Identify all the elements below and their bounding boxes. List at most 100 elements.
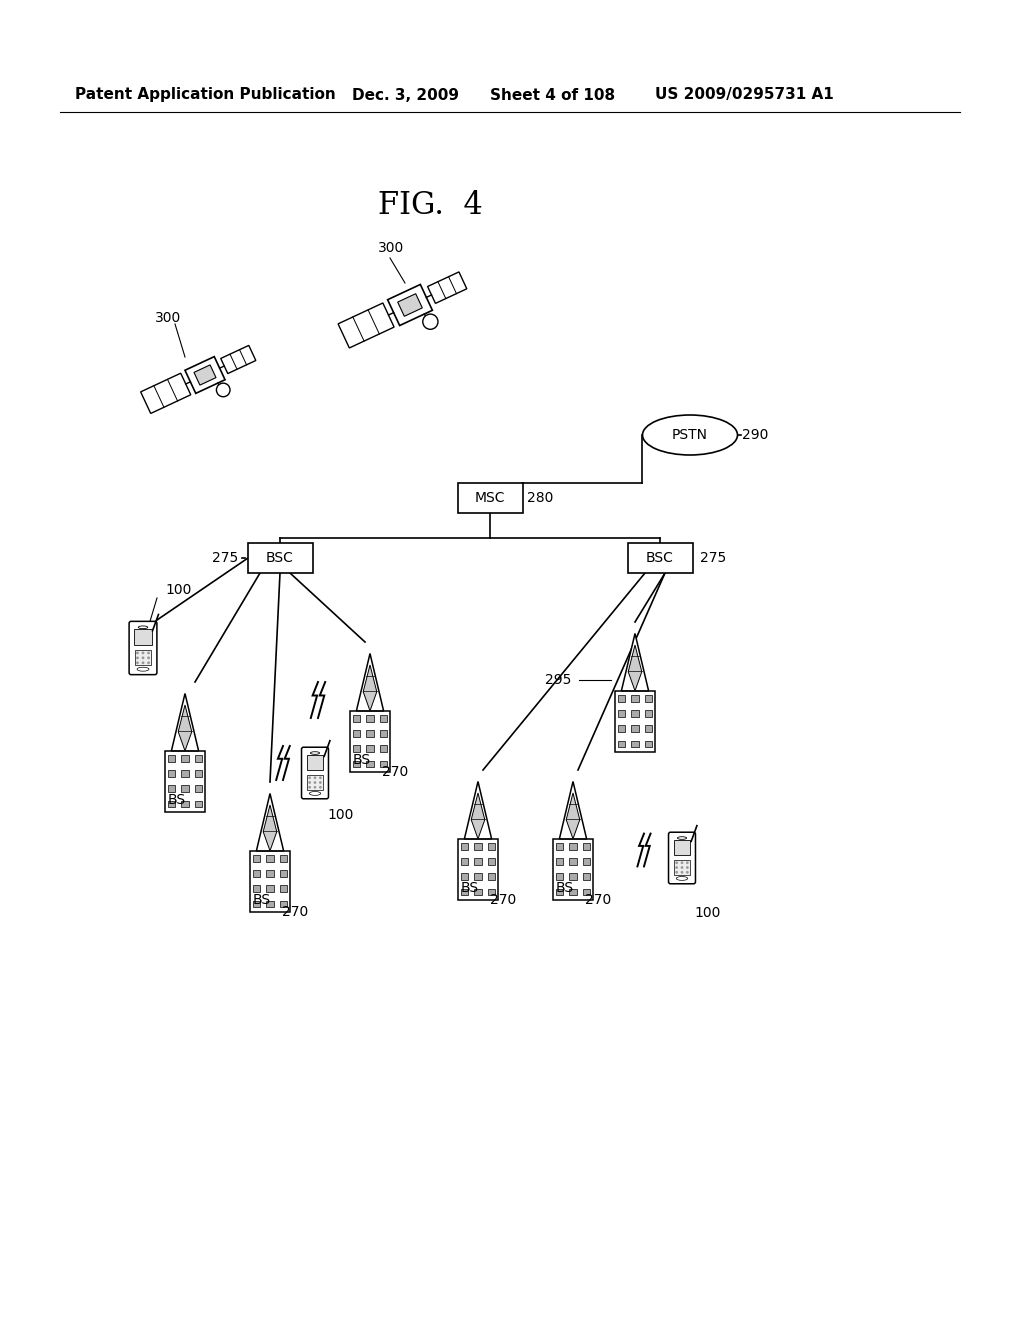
Text: BS: BS	[461, 880, 479, 895]
Bar	[380, 714, 387, 722]
Polygon shape	[194, 364, 216, 385]
Bar	[168, 801, 175, 808]
Ellipse shape	[309, 792, 321, 796]
Bar	[645, 694, 652, 702]
Bar	[352, 730, 360, 737]
Circle shape	[681, 871, 683, 874]
Text: 300: 300	[378, 242, 404, 255]
Text: 100: 100	[165, 583, 191, 597]
Bar	[168, 770, 175, 777]
FancyBboxPatch shape	[129, 622, 157, 675]
Bar	[645, 741, 652, 747]
Circle shape	[423, 314, 438, 329]
Circle shape	[147, 661, 150, 664]
Bar	[195, 785, 203, 792]
Circle shape	[136, 656, 139, 659]
Bar	[631, 741, 639, 747]
Bar	[583, 888, 591, 895]
Bar	[280, 870, 288, 876]
Bar	[380, 760, 387, 767]
Circle shape	[686, 866, 689, 869]
Bar	[367, 714, 374, 722]
Circle shape	[675, 862, 678, 865]
Bar	[645, 710, 652, 717]
Bar	[195, 770, 203, 777]
Bar	[135, 651, 152, 665]
Bar	[380, 746, 387, 752]
Circle shape	[686, 862, 689, 865]
Ellipse shape	[310, 751, 319, 754]
Bar	[195, 755, 203, 762]
Text: 275: 275	[700, 550, 726, 565]
Polygon shape	[364, 665, 377, 711]
Bar	[487, 858, 496, 865]
Text: 270: 270	[382, 766, 409, 779]
Polygon shape	[356, 653, 384, 711]
Polygon shape	[428, 272, 467, 304]
Ellipse shape	[137, 667, 148, 671]
Bar	[280, 855, 288, 862]
Circle shape	[319, 776, 322, 779]
Bar	[367, 746, 374, 752]
Ellipse shape	[678, 837, 686, 840]
Bar	[556, 842, 563, 850]
Text: BS: BS	[168, 793, 186, 807]
Bar	[367, 760, 374, 767]
Bar	[556, 874, 563, 880]
Bar	[631, 710, 639, 717]
Text: 275: 275	[212, 550, 239, 565]
Circle shape	[675, 866, 678, 869]
Bar	[631, 694, 639, 702]
Text: 270: 270	[585, 894, 611, 907]
Polygon shape	[263, 805, 276, 851]
Circle shape	[141, 661, 144, 664]
Bar	[474, 858, 481, 865]
Ellipse shape	[138, 626, 147, 628]
Circle shape	[141, 656, 144, 659]
Bar	[266, 870, 273, 876]
Bar	[181, 755, 188, 762]
Bar	[487, 842, 496, 850]
Bar	[181, 801, 188, 808]
Polygon shape	[471, 793, 484, 840]
FancyBboxPatch shape	[301, 747, 329, 799]
Bar	[553, 840, 593, 900]
Circle shape	[681, 862, 683, 865]
Circle shape	[141, 652, 144, 655]
Bar	[165, 751, 206, 812]
Bar	[349, 711, 390, 772]
Circle shape	[675, 871, 678, 874]
Bar	[168, 785, 175, 792]
Text: 100: 100	[694, 906, 720, 920]
Bar	[628, 543, 692, 573]
Text: FIG.  4: FIG. 4	[378, 190, 482, 220]
Bar	[168, 755, 175, 762]
Bar	[583, 842, 591, 850]
Bar	[674, 840, 690, 855]
Circle shape	[136, 652, 139, 655]
Bar	[474, 888, 481, 895]
Bar	[352, 746, 360, 752]
Bar	[569, 842, 577, 850]
Text: BS: BS	[253, 894, 271, 907]
Polygon shape	[465, 781, 492, 840]
Bar	[556, 858, 563, 865]
Bar	[631, 725, 639, 733]
Bar	[266, 886, 273, 892]
Bar	[645, 725, 652, 733]
Circle shape	[681, 866, 683, 869]
Bar	[380, 730, 387, 737]
Bar	[266, 900, 273, 907]
Text: PSTN: PSTN	[672, 428, 708, 442]
Circle shape	[313, 785, 316, 788]
Text: BS: BS	[556, 880, 574, 895]
Bar	[617, 725, 625, 733]
Text: 270: 270	[490, 894, 516, 907]
Text: US 2009/0295731 A1: US 2009/0295731 A1	[655, 87, 834, 103]
Text: MSC: MSC	[475, 491, 505, 506]
Circle shape	[308, 785, 311, 788]
Text: BSC: BSC	[646, 550, 674, 565]
Circle shape	[686, 871, 689, 874]
Bar	[583, 858, 591, 865]
Circle shape	[136, 661, 139, 664]
